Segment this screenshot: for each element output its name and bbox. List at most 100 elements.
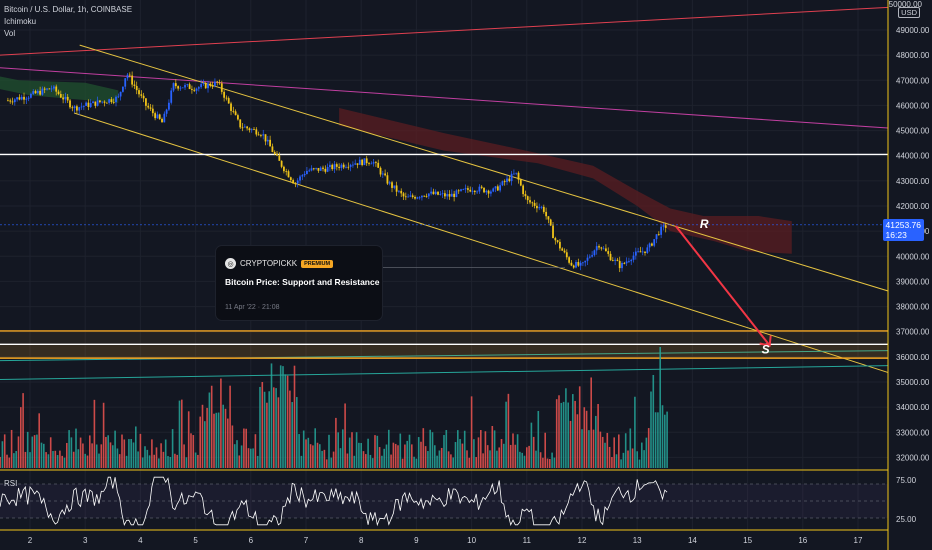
candle-body	[660, 226, 663, 235]
volume-bar	[335, 417, 337, 468]
volume-bar	[362, 451, 365, 468]
candle-body	[418, 197, 421, 199]
volume-bar	[20, 407, 22, 468]
volume-bar	[330, 457, 333, 468]
author-avatar-icon: ◎	[225, 258, 236, 269]
idea-card[interactable]: ◎ CRYPTOPICKK PREMIUM Bitcoin Price: Sup…	[216, 246, 382, 320]
volume-bar	[436, 455, 438, 468]
volume-bar	[114, 430, 116, 468]
volume-bar	[208, 392, 211, 468]
idea-title[interactable]: Bitcoin Price: Support and Resistance	[225, 277, 380, 287]
candle-body	[158, 114, 161, 119]
volume-bar	[634, 396, 636, 468]
price-tick-label: 42000.00	[896, 202, 930, 211]
time-tick-label: 15	[743, 536, 752, 545]
candle-body	[133, 84, 136, 86]
volume-bar	[558, 395, 560, 468]
volume-bar	[608, 446, 611, 468]
volume-bar	[89, 435, 91, 468]
candle-body	[312, 168, 315, 170]
time-tick-label: 10	[467, 536, 476, 545]
volume-bar	[337, 432, 339, 468]
volume-bar	[348, 437, 351, 468]
candle-body	[280, 160, 283, 167]
candle-body	[214, 81, 216, 87]
candle-body	[524, 194, 527, 197]
volume-bar	[394, 443, 397, 468]
candle-body	[101, 101, 104, 103]
volume-bar	[206, 407, 208, 468]
candle-body	[239, 119, 242, 128]
volume-bar	[210, 385, 213, 468]
candle-body	[246, 126, 249, 129]
volume-bar	[312, 445, 314, 468]
candle-body	[306, 170, 308, 174]
volume-bar	[171, 429, 174, 468]
volume-bar	[222, 404, 224, 468]
candle-body	[59, 94, 62, 98]
candle-body	[69, 100, 71, 108]
volume-bar	[174, 453, 176, 468]
volume-bar	[604, 442, 606, 468]
candle-body	[145, 98, 147, 106]
volume-bar	[268, 391, 270, 468]
volume-bar	[118, 454, 121, 468]
candle-body	[135, 85, 138, 91]
volume-bar	[624, 433, 627, 468]
volume-bar	[227, 418, 229, 468]
volume-bar	[100, 444, 103, 468]
volume-bar	[279, 365, 282, 468]
volume-bar	[309, 444, 312, 468]
candle-body	[657, 234, 660, 236]
volume-bar	[565, 388, 567, 468]
time-tick-label: 12	[578, 536, 587, 545]
candle-body	[78, 107, 81, 111]
volume-bar	[503, 443, 505, 468]
volume-bar	[500, 439, 503, 468]
volume-bar	[116, 448, 119, 468]
candle-body	[579, 262, 582, 266]
volume-bar	[512, 433, 514, 468]
price-tick-label: 44000.00	[896, 152, 930, 161]
volume-bar	[183, 444, 185, 468]
author-name[interactable]: CRYPTOPICKK	[240, 259, 298, 268]
volume-bar	[572, 394, 574, 468]
resistance-label: R	[700, 217, 709, 231]
volume-bar	[247, 448, 250, 468]
candle-body	[186, 84, 189, 86]
price-tick-label: 46000.00	[896, 101, 930, 110]
candle-body	[605, 248, 607, 252]
candle-body	[32, 91, 35, 94]
candle-body	[25, 98, 28, 100]
candle-body	[36, 90, 39, 94]
volume-bar	[15, 450, 17, 468]
volume-bar	[344, 403, 346, 468]
volume-bar	[273, 387, 275, 468]
candle-body	[195, 88, 198, 91]
volume-bar	[261, 381, 264, 468]
candle-body	[179, 87, 182, 89]
volume-bar	[33, 435, 36, 468]
volume-bar	[130, 438, 132, 468]
candle-body	[664, 225, 667, 228]
currency-label[interactable]: USD	[898, 7, 920, 18]
candle-body	[444, 193, 446, 197]
volume-bar	[489, 450, 491, 468]
candle-body	[23, 96, 25, 100]
volume-bar	[75, 428, 77, 468]
support-band-lower	[0, 344, 888, 359]
volume-bar	[201, 404, 204, 468]
candle-body	[430, 191, 433, 194]
volume-bar	[10, 429, 13, 468]
volume-bar	[79, 437, 82, 468]
candle-body	[352, 164, 354, 166]
volume-bar	[70, 437, 73, 468]
volume-bar	[360, 442, 362, 468]
volume-bar	[176, 454, 178, 468]
volume-bar	[277, 397, 280, 468]
candle-body	[496, 186, 499, 191]
candle-body	[437, 191, 439, 195]
volume-bar	[314, 428, 316, 468]
candle-body	[375, 162, 377, 164]
